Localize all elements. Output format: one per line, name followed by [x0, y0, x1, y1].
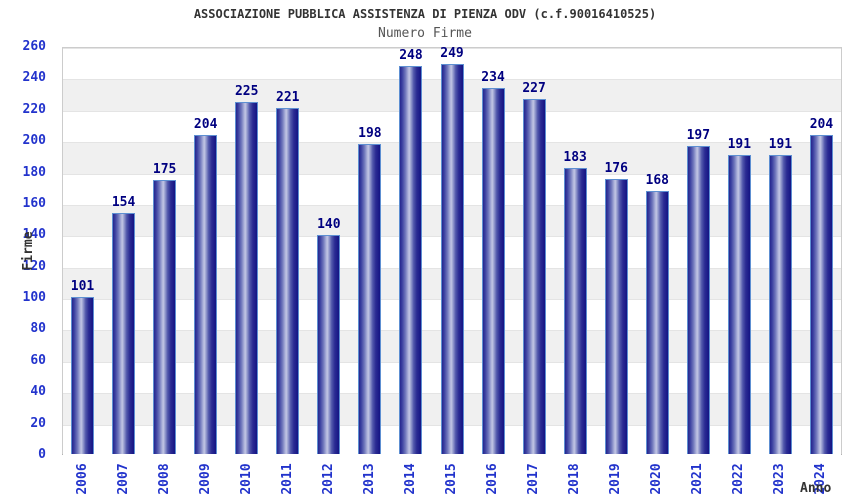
x-tick-label: 2011	[279, 463, 295, 495]
bar-value-label: 154	[111, 195, 136, 211]
x-tick-label: 2023	[772, 463, 788, 495]
y-tick-label: 20	[30, 415, 46, 431]
y-tick-label: 260	[22, 39, 46, 54]
x-tick-label: 2008	[156, 463, 172, 495]
y-tick-label: 60	[30, 352, 46, 368]
bar-value-label: 204	[809, 116, 834, 132]
bar-value-label: 227	[522, 80, 546, 96]
x-tick-label: 2006	[74, 463, 90, 495]
bar-2015	[440, 64, 464, 454]
bar-2023	[768, 155, 792, 454]
y-tick-label: 100	[22, 290, 46, 306]
x-tick-label: 2013	[361, 463, 377, 495]
bar-2010	[235, 101, 259, 454]
chart-title: ASSOCIAZIONE PUBBLICA ASSISTENZA DI PIEN…	[193, 7, 657, 21]
bar-value-label: 221	[276, 90, 300, 106]
bar-2008	[153, 180, 177, 454]
y-tick-label: 0	[38, 447, 46, 462]
bar-value-label: 183	[563, 149, 587, 165]
bar-value-label: 204	[193, 116, 218, 132]
bar-2016	[481, 87, 505, 454]
bar-value-label: 225	[234, 83, 259, 99]
x-tick-label: 2017	[526, 463, 542, 495]
y-tick-label: 140	[22, 227, 46, 243]
y-axis-title: Firme	[21, 231, 36, 271]
x-tick-label: 2020	[649, 463, 665, 495]
bar-value-label: 249	[440, 46, 464, 62]
bar-value-label: 101	[70, 278, 95, 294]
bar-value-label: 198	[358, 126, 382, 142]
x-tick-label: 2010	[238, 463, 254, 495]
x-tick-label: 2007	[115, 463, 131, 495]
bar-2007	[112, 213, 136, 454]
bar-2022	[727, 155, 751, 454]
x-tick-label: 2012	[320, 463, 336, 495]
y-tick-label: 220	[22, 101, 46, 117]
bar-2021	[686, 145, 710, 454]
bar-2018	[563, 167, 587, 454]
y-tick-label: 240	[22, 70, 46, 86]
bar-2017	[522, 98, 546, 454]
y-tick-label: 80	[30, 321, 46, 337]
bar-2009	[194, 134, 218, 454]
grid-line	[63, 48, 841, 49]
x-tick-label: 2022	[731, 463, 747, 495]
bar-value-label: 191	[727, 137, 752, 153]
bar-2012	[317, 235, 341, 454]
y-tick-label: 40	[30, 384, 46, 400]
bar-2024	[809, 134, 833, 454]
bar-2013	[358, 144, 382, 454]
bar-value-label: 176	[604, 160, 628, 176]
chart-subtitle: Numero Firme	[378, 26, 472, 41]
x-axis-title: Anno	[800, 481, 832, 496]
bar-value-label: 197	[686, 127, 711, 143]
bar-value-label: 234	[481, 69, 505, 85]
bar-value-label: 168	[645, 173, 669, 189]
bar-2014	[399, 65, 423, 454]
x-tick-label: 2009	[197, 463, 213, 495]
x-tick-label: 2016	[485, 463, 501, 495]
y-tick-label: 120	[22, 258, 46, 274]
x-tick-label: 2021	[690, 463, 706, 495]
x-tick-label: 2014	[402, 463, 418, 495]
bar-2019	[604, 178, 628, 454]
bar-2020	[645, 191, 669, 454]
x-tick-label: 2015	[444, 463, 459, 495]
x-tick-label: 2019	[608, 463, 624, 495]
bar-value-label: 191	[768, 137, 793, 153]
bar-value-label: 248	[399, 47, 423, 63]
y-tick-label: 200	[22, 133, 46, 149]
y-tick-label: 160	[22, 195, 46, 211]
x-tick-label: 2018	[567, 463, 583, 495]
bar-2011	[276, 108, 300, 454]
bar-2006	[71, 296, 95, 454]
y-tick-label: 180	[22, 164, 46, 180]
bar-value-label: 140	[317, 217, 341, 233]
bar-value-label: 175	[152, 162, 177, 178]
